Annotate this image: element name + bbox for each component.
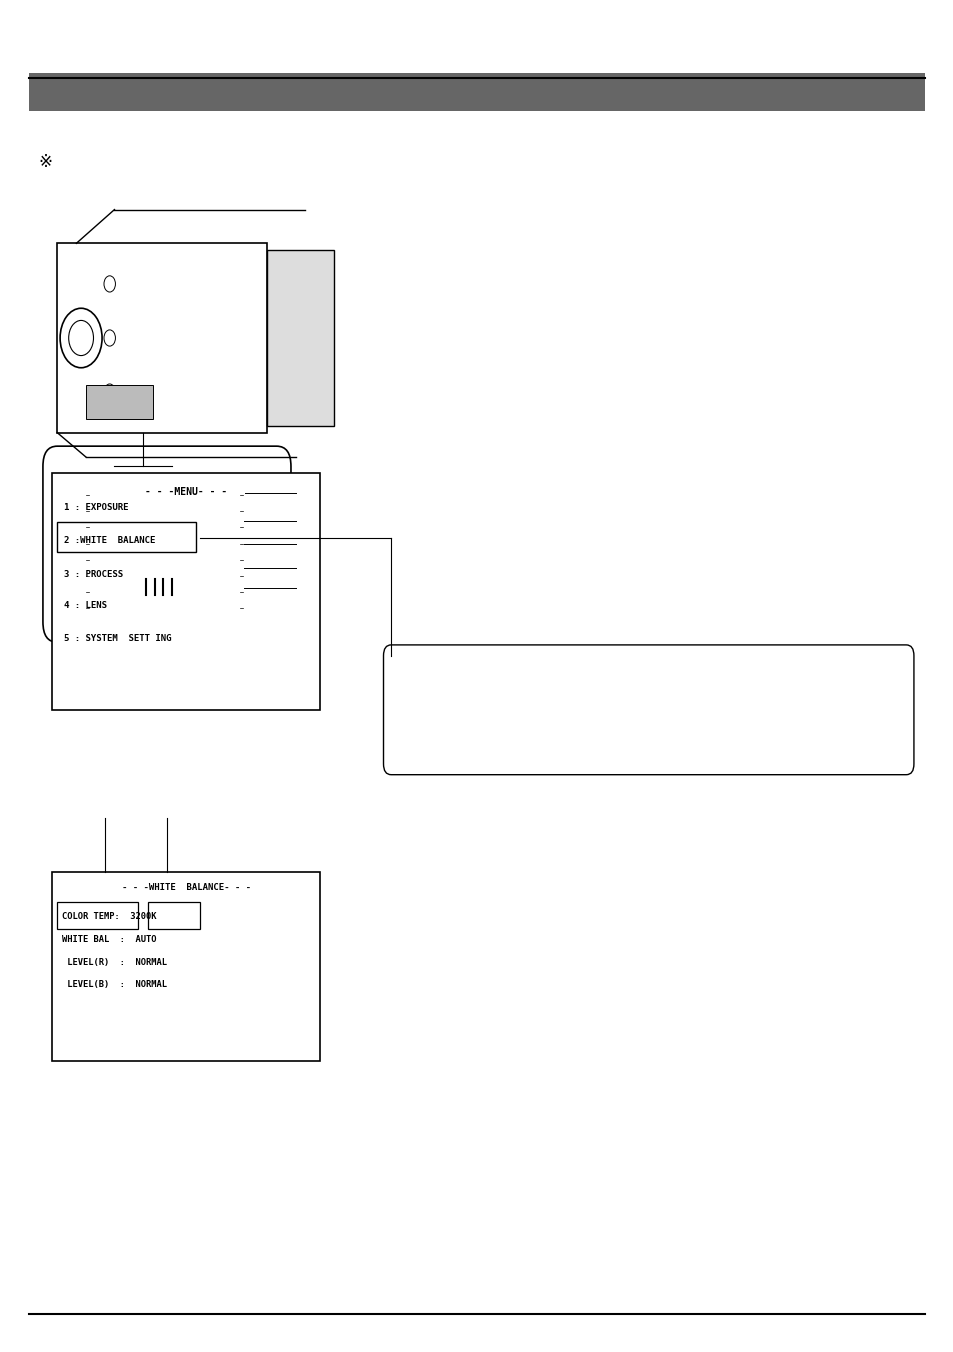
FancyBboxPatch shape xyxy=(100,493,214,602)
Text: ※: ※ xyxy=(38,153,52,170)
Text: LEVEL(B)  :  NORMAL: LEVEL(B) : NORMAL xyxy=(62,980,167,988)
Text: 5 : SYSTEM  SETT ING: 5 : SYSTEM SETT ING xyxy=(64,634,172,642)
Text: - - -WHITE  BALANCE- - -: - - -WHITE BALANCE- - - xyxy=(121,883,251,892)
FancyBboxPatch shape xyxy=(86,385,152,419)
FancyBboxPatch shape xyxy=(52,872,319,1061)
FancyBboxPatch shape xyxy=(267,250,334,426)
Text: COLOR TEMP:  3200K: COLOR TEMP: 3200K xyxy=(62,913,156,921)
FancyBboxPatch shape xyxy=(52,473,319,710)
FancyBboxPatch shape xyxy=(148,902,200,929)
Text: LEVEL(R)  :  NORMAL: LEVEL(R) : NORMAL xyxy=(62,959,167,967)
FancyBboxPatch shape xyxy=(43,446,291,642)
Text: 1 : EXPOSURE: 1 : EXPOSURE xyxy=(64,503,129,511)
FancyBboxPatch shape xyxy=(29,73,924,111)
FancyBboxPatch shape xyxy=(57,243,267,433)
Text: - - -MENU- - -: - - -MENU- - - xyxy=(145,487,227,496)
FancyBboxPatch shape xyxy=(141,573,184,598)
FancyBboxPatch shape xyxy=(86,479,243,611)
Text: 4 : LENS: 4 : LENS xyxy=(64,602,107,610)
Text: 3 : PROCESS: 3 : PROCESS xyxy=(64,571,123,579)
FancyBboxPatch shape xyxy=(124,610,295,639)
FancyBboxPatch shape xyxy=(57,902,138,929)
Text: 2 :WHITE  BALANCE: 2 :WHITE BALANCE xyxy=(64,537,155,545)
FancyBboxPatch shape xyxy=(57,522,195,552)
FancyBboxPatch shape xyxy=(383,645,913,775)
Text: WHITE BAL  :  AUTO: WHITE BAL : AUTO xyxy=(62,936,156,944)
